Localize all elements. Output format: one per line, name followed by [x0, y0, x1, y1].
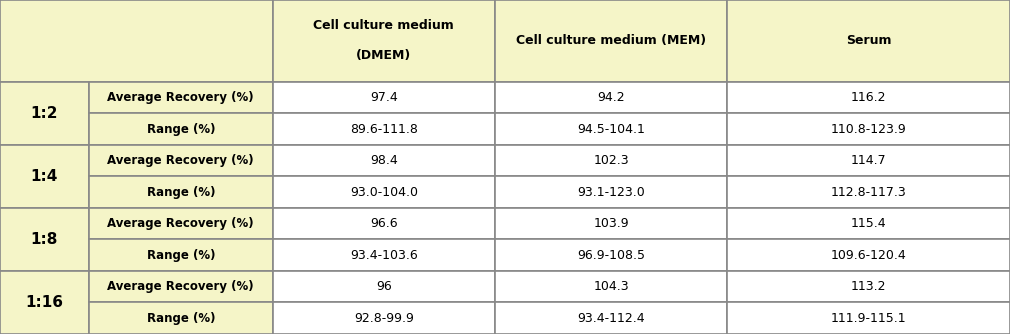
Bar [495, 239, 727, 271]
Bar [89, 303, 273, 334]
Bar [89, 239, 273, 271]
Bar [0, 208, 89, 271]
Text: Cell culture medium (MEM): Cell culture medium (MEM) [516, 34, 706, 47]
Text: 109.6-120.4: 109.6-120.4 [830, 249, 907, 262]
Text: 93.0-104.0: 93.0-104.0 [349, 186, 418, 199]
Bar [273, 113, 495, 145]
Bar [727, 303, 1010, 334]
Text: 1:8: 1:8 [30, 232, 59, 247]
Text: Serum: Serum [845, 34, 892, 47]
Text: 111.9-115.1: 111.9-115.1 [831, 312, 906, 325]
Text: 93.1-123.0: 93.1-123.0 [577, 186, 645, 199]
Bar [273, 176, 495, 208]
Text: 1:4: 1:4 [30, 169, 59, 184]
Text: 94.5-104.1: 94.5-104.1 [577, 123, 645, 136]
Text: 112.8-117.3: 112.8-117.3 [830, 186, 907, 199]
Bar [273, 82, 495, 113]
Text: 114.7: 114.7 [850, 154, 887, 167]
Bar [273, 271, 495, 303]
Bar [273, 208, 495, 239]
Text: Average Recovery (%): Average Recovery (%) [107, 91, 255, 104]
Bar [495, 208, 727, 239]
Text: 110.8-123.9: 110.8-123.9 [830, 123, 907, 136]
Text: 93.4-103.6: 93.4-103.6 [349, 249, 418, 262]
Bar [495, 176, 727, 208]
Bar [89, 208, 273, 239]
Text: Average Recovery (%): Average Recovery (%) [107, 280, 255, 293]
Text: 96.9-108.5: 96.9-108.5 [577, 249, 645, 262]
Bar [495, 82, 727, 113]
Bar [273, 239, 495, 271]
Text: 1:16: 1:16 [25, 295, 64, 310]
Bar [0, 0, 273, 82]
Text: 115.4: 115.4 [850, 217, 887, 230]
Bar [727, 271, 1010, 303]
Text: 96: 96 [376, 280, 392, 293]
Text: 93.4-112.4: 93.4-112.4 [578, 312, 644, 325]
Bar [89, 176, 273, 208]
Bar [89, 113, 273, 145]
Text: Average Recovery (%): Average Recovery (%) [107, 154, 255, 167]
Text: Range (%): Range (%) [146, 312, 215, 325]
Bar [273, 145, 495, 176]
Bar [495, 303, 727, 334]
Bar [727, 0, 1010, 82]
Bar [495, 145, 727, 176]
Bar [727, 145, 1010, 176]
Text: 116.2: 116.2 [850, 91, 887, 104]
Bar [273, 0, 495, 82]
Text: 113.2: 113.2 [850, 280, 887, 293]
Text: 97.4: 97.4 [370, 91, 398, 104]
Text: 96.6: 96.6 [370, 217, 398, 230]
Text: Range (%): Range (%) [146, 249, 215, 262]
Text: Range (%): Range (%) [146, 123, 215, 136]
Bar [495, 271, 727, 303]
Text: 94.2: 94.2 [597, 91, 625, 104]
Bar [495, 0, 727, 82]
Bar [495, 113, 727, 145]
Bar [727, 239, 1010, 271]
Bar [0, 145, 89, 208]
Text: Range (%): Range (%) [146, 186, 215, 199]
Text: Average Recovery (%): Average Recovery (%) [107, 217, 255, 230]
Text: 89.6-111.8: 89.6-111.8 [349, 123, 418, 136]
Bar [727, 208, 1010, 239]
Bar [727, 113, 1010, 145]
Text: Cell culture medium

(DMEM): Cell culture medium (DMEM) [313, 19, 454, 62]
Bar [727, 82, 1010, 113]
Text: 103.9: 103.9 [593, 217, 629, 230]
Text: 98.4: 98.4 [370, 154, 398, 167]
Text: 92.8-99.9: 92.8-99.9 [354, 312, 414, 325]
Bar [89, 82, 273, 113]
Bar [727, 176, 1010, 208]
Bar [0, 82, 89, 145]
Bar [89, 145, 273, 176]
Text: 104.3: 104.3 [593, 280, 629, 293]
Bar [273, 303, 495, 334]
Bar [0, 271, 89, 334]
Text: 102.3: 102.3 [593, 154, 629, 167]
Bar [89, 271, 273, 303]
Text: 1:2: 1:2 [30, 106, 59, 121]
